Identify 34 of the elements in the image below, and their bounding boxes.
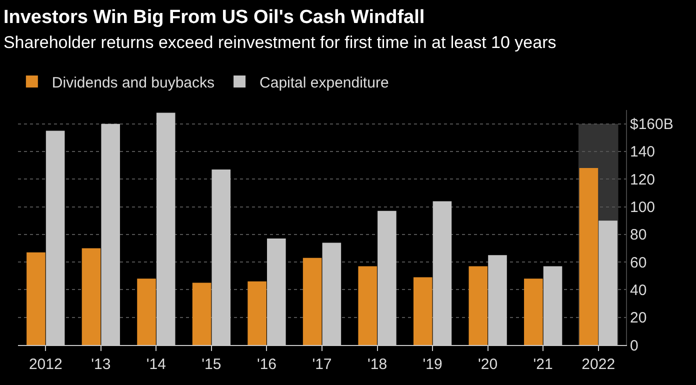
x-tick-label: '15 [202, 356, 222, 373]
chart-title: Investors Win Big From US Oil's Cash Windfall [3, 7, 425, 28]
y-tick-label: 60 [630, 254, 647, 272]
legend-label: Dividends and buybacks [52, 74, 215, 92]
x-tick-label: '16 [256, 356, 277, 373]
y-tick-label: 120 [630, 171, 656, 188]
x-tick-label: '18 [367, 356, 388, 373]
bar [524, 278, 543, 345]
y-tick-label: $160B [630, 116, 674, 134]
x-tick-label: '21 [533, 356, 553, 373]
bar [302, 258, 322, 345]
x-tick-label: '13 [91, 356, 111, 373]
x-tick-label: 2012 [28, 356, 62, 373]
x-tick-label: '17 [312, 356, 332, 373]
chart-subtitle: Shareholder returns exceed reinvestment for first time in at least 10 years [3, 32, 556, 52]
y-tick-label: 0 [630, 337, 638, 354]
x-tick-label: 2022 [582, 356, 616, 373]
y-tick-label: 80 [630, 226, 647, 244]
bar [413, 277, 432, 345]
legend-label: Capital expenditure [260, 74, 389, 92]
y-tick-label: 100 [630, 199, 656, 216]
x-tick-label: '20 [478, 356, 498, 373]
bar [26, 252, 46, 345]
bar [192, 282, 212, 345]
y-tick-label: 140 [630, 144, 656, 161]
y-tick-label: 20 [630, 310, 647, 327]
y-tick-label: 40 [630, 282, 647, 299]
bar [137, 278, 156, 345]
bar [82, 248, 101, 345]
x-tick-label: '14 [146, 356, 166, 373]
bar [248, 281, 266, 345]
bar [468, 266, 488, 345]
x-tick-label: '19 [422, 356, 442, 373]
bar [358, 266, 377, 345]
